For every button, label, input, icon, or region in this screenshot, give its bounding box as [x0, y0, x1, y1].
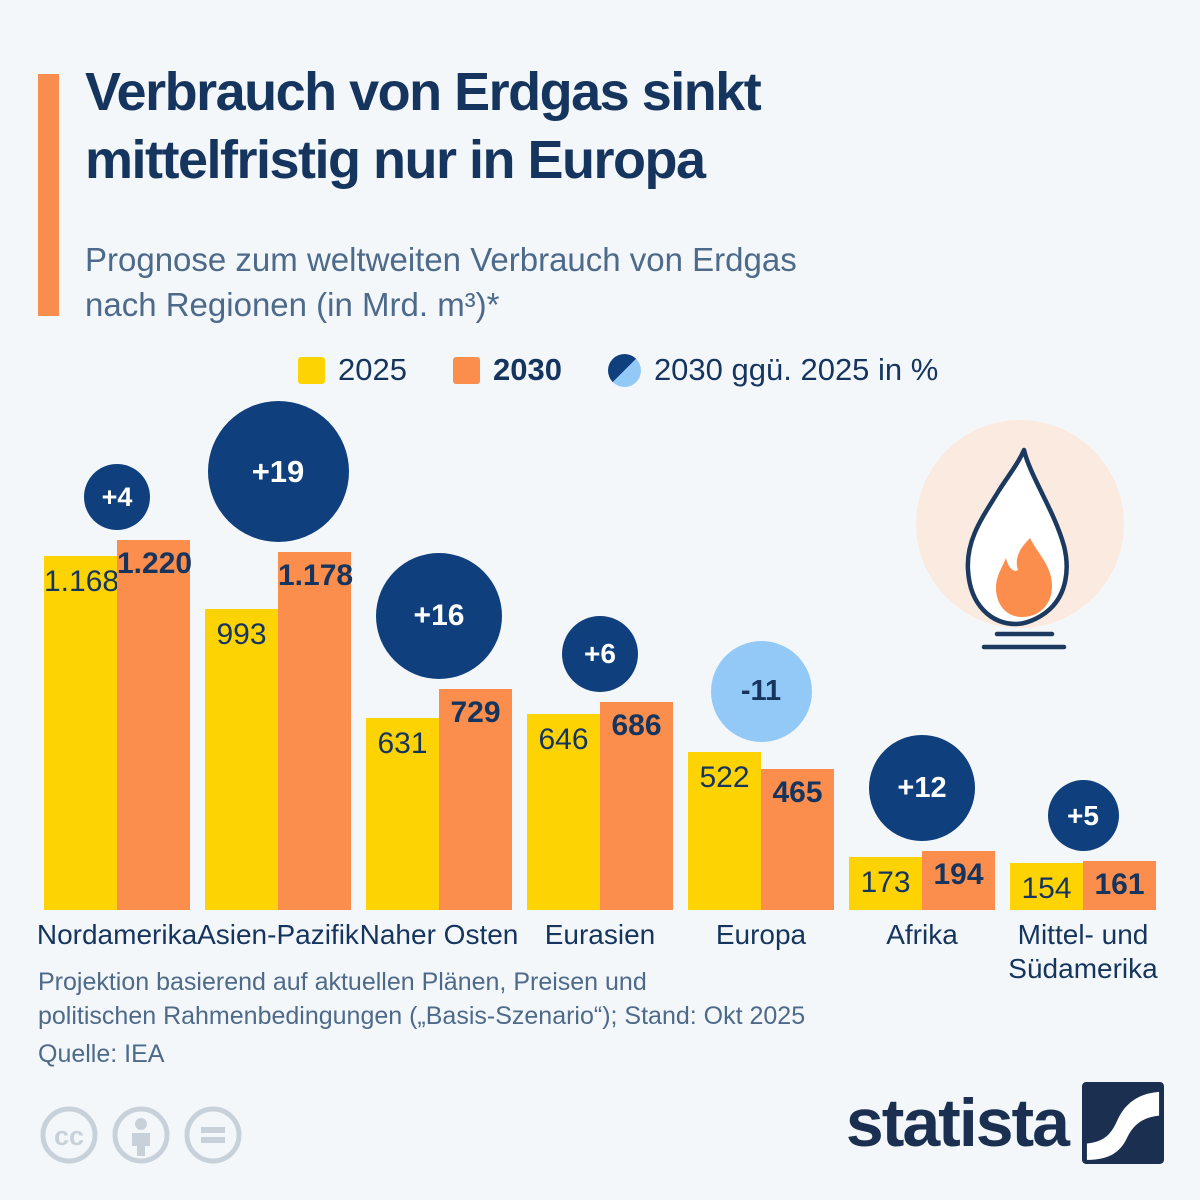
bar-2030-value: 1.178: [278, 559, 354, 592]
category-label-6: Mittel- und Südamerika: [1008, 919, 1158, 984]
change-badge-3: +6: [562, 616, 638, 692]
bar-2025-value: 173: [860, 866, 911, 899]
legend-label-2025: 2025: [338, 352, 407, 387]
bar-2025-value: 522: [699, 761, 750, 794]
legend: 2025 2030 2030 ggü. 2025 in %: [298, 352, 938, 388]
title-accent-bar: [38, 74, 59, 316]
legend-label-change: 2030 ggü. 2025 in %: [653, 352, 939, 387]
source-line: Quelle: IEA: [38, 1040, 165, 1068]
bar-2030-4: 465: [761, 769, 834, 910]
bar-2025-6: 154: [1010, 863, 1083, 910]
bar-2030-value: 194: [933, 858, 984, 891]
bar-2030-0: 1.220: [117, 540, 193, 910]
bar-2025-value: 993: [216, 618, 267, 651]
bar-2025-value: 646: [538, 723, 589, 756]
bar-2025-3: 646: [527, 714, 600, 910]
legend-swatch-2030-icon: [452, 356, 480, 384]
category-label-3: Eurasien: [544, 919, 656, 950]
page-title: Verbrauch von Erdgas sinkt mittelfristig…: [85, 62, 762, 191]
bar-2030-3: 686: [600, 702, 673, 910]
no-derivatives-equals-icon: [184, 1106, 242, 1164]
bar-2025-1: 993: [205, 609, 278, 910]
category-label-0: Nordamerika: [36, 919, 198, 950]
category-label-4: Europa: [715, 919, 807, 950]
statista-wordmark: statista: [845, 1085, 1070, 1161]
category-label-2: Naher Osten: [359, 919, 519, 950]
bar-2025-5: 173: [849, 857, 922, 910]
attribution-person-icon: [112, 1106, 170, 1164]
bar-2025-0: 1.168: [44, 556, 120, 910]
bar-2025-value: 631: [377, 727, 428, 760]
change-badge-1: +19: [207, 401, 349, 542]
bar-2030-6: 161: [1083, 861, 1156, 910]
change-badge-5: +12: [869, 735, 975, 841]
change-badge-4: -11: [710, 641, 812, 742]
category-label-1: Asien-Pazifik: [197, 919, 359, 950]
cc-icon: cc: [40, 1106, 98, 1164]
bar-2030-5: 194: [922, 851, 995, 910]
bar-2025-value: 1.168: [44, 565, 120, 598]
bar-2025-2: 631: [366, 718, 439, 910]
category-label-5: Afrika: [886, 919, 958, 950]
statista-logo-icon: [1082, 1082, 1164, 1164]
bar-2030-value: 161: [1094, 868, 1145, 901]
bar-2030-value: 465: [772, 776, 823, 809]
bar-2025-4: 522: [688, 752, 761, 910]
bar-2025-value: 154: [1021, 872, 1072, 905]
change-badge-0: +4: [84, 464, 150, 530]
change-badge-2: +16: [376, 553, 502, 679]
footnote: Projektion basierend auf aktuellen Pläne…: [38, 968, 806, 1030]
bar-2030-value: 729: [450, 696, 501, 729]
svg-text:cc: cc: [54, 1121, 84, 1151]
legend-swatch-2025-icon: [298, 356, 325, 384]
legend-item-2025: 2025: [298, 352, 407, 388]
legend-item-change: 2030 ggü. 2025 in %: [607, 352, 939, 388]
subtitle: Prognose zum weltweiten Verbrauch von Er…: [85, 241, 797, 324]
bar-2030-2: 729: [439, 689, 512, 910]
legend-item-2030: 2030: [452, 352, 562, 388]
bar-2030-value: 1.220: [117, 547, 193, 580]
change-badge-6: +5: [1047, 780, 1119, 851]
gas-flame-icon: [912, 418, 1128, 668]
statista-branding: statista: [846, 1082, 1164, 1164]
bar-2030-1: 1.178: [278, 552, 354, 910]
bar-2030-value: 686: [611, 709, 662, 742]
license-icons: cc: [38, 1104, 244, 1166]
legend-label-2030: 2030: [492, 352, 562, 387]
legend-split-circle-icon: [607, 353, 641, 387]
